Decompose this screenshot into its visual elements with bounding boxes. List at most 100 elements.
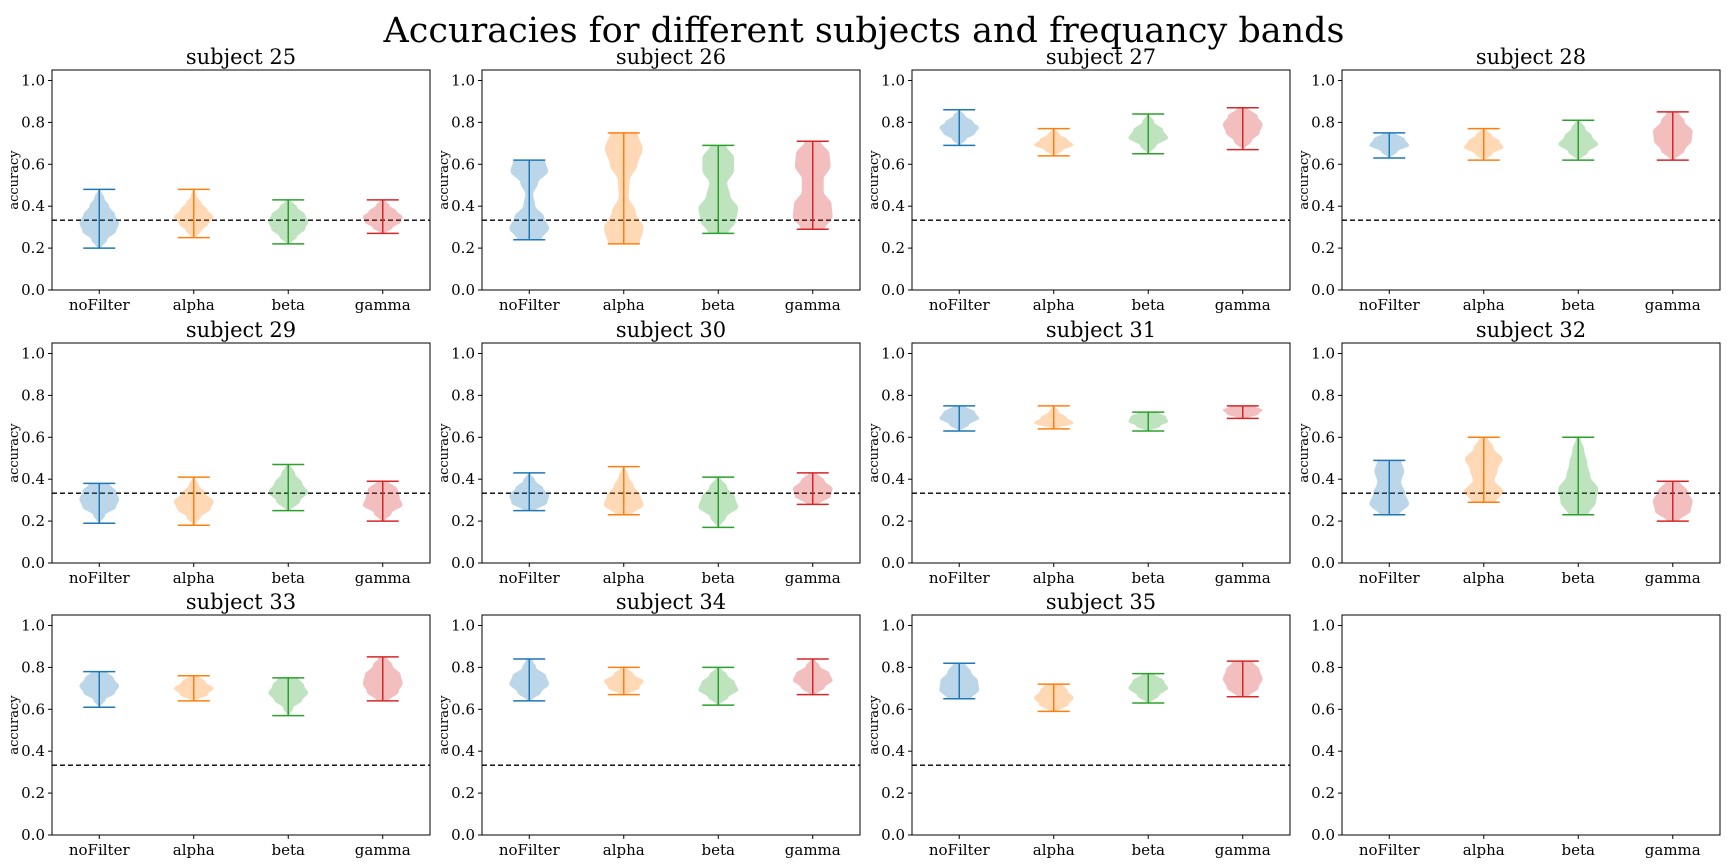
y-tick-label: 0.0 — [451, 554, 475, 572]
x-tick-label: noFilter — [929, 569, 991, 587]
y-tick-label: 0.0 — [1311, 281, 1335, 299]
y-tick-label: 0.4 — [21, 470, 45, 488]
x-tick-label: gamma — [355, 296, 411, 314]
y-tick-label: 0.2 — [881, 512, 905, 530]
subplot-title: subject 29 — [186, 318, 296, 342]
y-tick-label: 1.0 — [881, 616, 905, 634]
x-tick-label: gamma — [1645, 569, 1701, 587]
x-tick-label: alpha — [173, 296, 215, 314]
y-tick-label: 0.8 — [1311, 113, 1335, 131]
y-tick-label: 0.8 — [21, 113, 45, 131]
x-tick-label: noFilter — [929, 296, 991, 314]
y-tick-label: 0.6 — [21, 428, 45, 446]
x-tick-label: noFilter — [69, 296, 131, 314]
subplot-2: 0.0 0.2 0.4 0.6 0.8 1.0 noFilter alpha beta gamma… — [437, 45, 861, 314]
y-tick-label: 1.0 — [451, 616, 475, 634]
y-tick-label: 0.8 — [21, 386, 45, 404]
x-tick-label: beta — [702, 296, 736, 314]
y-axis-label: accuracy — [437, 150, 452, 210]
y-tick-label: 0.4 — [21, 742, 45, 760]
y-tick-label: 0.0 — [881, 826, 905, 844]
subplot-title: subject 35 — [1046, 590, 1156, 614]
y-tick-label: 0.6 — [1311, 700, 1335, 718]
axes-frame — [911, 69, 1291, 291]
y-tick-label: 0.8 — [451, 386, 475, 404]
subplot-11: 0.0 0.2 0.4 0.6 0.8 1.0 noFilter alpha beta gamma… — [867, 590, 1291, 859]
subplot-title: subject 28 — [1476, 45, 1586, 69]
y-tick-label: 0.0 — [451, 281, 475, 299]
x-tick-label: noFilter — [69, 569, 131, 587]
y-tick-label: 1.0 — [21, 71, 45, 89]
x-tick-label: gamma — [355, 569, 411, 587]
y-tick-label: 0.8 — [881, 386, 905, 404]
x-tick-label: noFilter — [929, 841, 991, 859]
y-tick-label: 0.8 — [451, 113, 475, 131]
y-tick-label: 0.8 — [1311, 658, 1335, 676]
y-tick-label: 0.4 — [1311, 197, 1335, 215]
y-tick-label: 0.6 — [451, 155, 475, 173]
y-tick-label: 1.0 — [451, 344, 475, 362]
y-tick-label: 0.8 — [21, 658, 45, 676]
x-tick-label: gamma — [1215, 841, 1271, 859]
subplot-title: subject 31 — [1046, 318, 1156, 342]
y-tick-label: 0.2 — [881, 239, 905, 257]
subplot-title: subject 32 — [1476, 318, 1586, 342]
axes-frame — [51, 614, 431, 836]
x-tick-label: alpha — [1033, 296, 1075, 314]
x-tick-label: beta — [1132, 296, 1166, 314]
x-tick-label: beta — [1562, 296, 1596, 314]
x-tick-label: alpha — [1463, 569, 1505, 587]
subplot-title: subject 26 — [616, 45, 726, 69]
subplot-9: 0.0 0.2 0.4 0.6 0.8 1.0 noFilter alpha beta gamma… — [7, 590, 431, 859]
x-tick-label: beta — [1132, 569, 1166, 587]
y-tick-label: 0.6 — [21, 700, 45, 718]
y-tick-label: 1.0 — [451, 71, 475, 89]
y-tick-label: 0.2 — [21, 512, 45, 530]
y-tick-label: 1.0 — [21, 616, 45, 634]
x-tick-label: gamma — [355, 841, 411, 859]
y-axis-label: accuracy — [867, 150, 882, 210]
x-tick-label: beta — [272, 841, 306, 859]
x-tick-label: alpha — [603, 569, 645, 587]
x-tick-label: beta — [702, 841, 736, 859]
axes-frame — [51, 69, 431, 291]
y-axis-label: accuracy — [867, 695, 882, 755]
x-tick-label: noFilter — [499, 296, 561, 314]
y-tick-label: 0.0 — [881, 554, 905, 572]
y-axis-label: accuracy — [7, 695, 22, 755]
subplot-grid: 0.0 0.2 0.4 0.6 0.8 1.0 noFilter alpha beta gamma… — [7, 45, 1721, 859]
subplot-10: 0.0 0.2 0.4 0.6 0.8 1.0 noFilter alpha beta gamma… — [437, 590, 861, 859]
y-axis-label: accuracy — [437, 695, 452, 755]
x-tick-label: gamma — [1645, 296, 1701, 314]
x-tick-label: alpha — [173, 841, 215, 859]
subplot-title: subject 25 — [186, 45, 296, 69]
x-tick-label: alpha — [1463, 841, 1505, 859]
x-tick-label: noFilter — [499, 569, 561, 587]
y-tick-label: 1.0 — [881, 344, 905, 362]
y-axis-label: accuracy — [1297, 423, 1312, 483]
subplot-3: 0.0 0.2 0.4 0.6 0.8 1.0 noFilter alpha beta gamma… — [867, 45, 1291, 314]
x-tick-label: beta — [272, 569, 306, 587]
subplot-title: subject 27 — [1046, 45, 1156, 69]
y-tick-label: 0.2 — [881, 784, 905, 802]
y-axis-label: accuracy — [7, 150, 22, 210]
y-tick-label: 1.0 — [1311, 344, 1335, 362]
x-tick-label: beta — [702, 569, 736, 587]
y-tick-label: 0.0 — [881, 281, 905, 299]
y-tick-label: 0.2 — [21, 784, 45, 802]
y-tick-label: 0.6 — [21, 155, 45, 173]
subplot-6: 0.0 0.2 0.4 0.6 0.8 1.0 noFilter alpha beta gamma… — [437, 318, 861, 587]
x-tick-label: noFilter — [69, 841, 131, 859]
y-tick-label: 0.6 — [881, 155, 905, 173]
y-tick-label: 1.0 — [1311, 71, 1335, 89]
subplot-7: 0.0 0.2 0.4 0.6 0.8 1.0 noFilter alpha beta gamma… — [867, 318, 1291, 587]
y-tick-label: 0.4 — [881, 470, 905, 488]
x-tick-label: alpha — [603, 296, 645, 314]
subplot-8: 0.0 0.2 0.4 0.6 0.8 1.0 noFilter alpha beta gamma… — [1297, 318, 1721, 587]
y-tick-label: 0.2 — [451, 239, 475, 257]
y-axis-label: accuracy — [867, 423, 882, 483]
x-tick-label: alpha — [173, 569, 215, 587]
x-tick-label: beta — [1132, 841, 1166, 859]
y-tick-label: 0.4 — [451, 470, 475, 488]
